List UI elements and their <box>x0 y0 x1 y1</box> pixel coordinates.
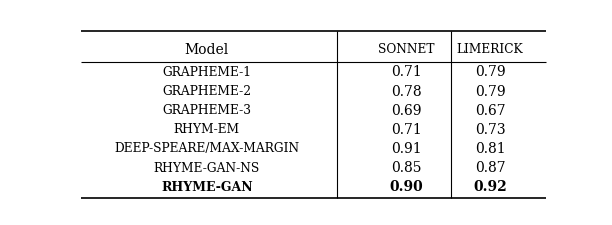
Text: 0.67: 0.67 <box>475 103 506 117</box>
Text: GRAPHEME-1: GRAPHEME-1 <box>162 65 252 79</box>
Text: 0.78: 0.78 <box>391 84 422 98</box>
Text: 0.92: 0.92 <box>473 179 507 193</box>
Text: 0.87: 0.87 <box>475 160 506 174</box>
Text: 0.81: 0.81 <box>475 141 506 155</box>
Text: 0.91: 0.91 <box>391 141 422 155</box>
Text: 0.69: 0.69 <box>391 103 422 117</box>
Text: GRAPHEME-3: GRAPHEME-3 <box>162 104 252 117</box>
Text: RHYM-EM: RHYM-EM <box>174 123 240 136</box>
Text: 0.85: 0.85 <box>391 160 422 174</box>
Text: DEEP-SPEARE/MAX-MARGIN: DEEP-SPEARE/MAX-MARGIN <box>114 142 299 155</box>
Text: GRAPHEME-2: GRAPHEME-2 <box>162 85 252 98</box>
Text: 0.71: 0.71 <box>391 65 422 79</box>
Text: 0.90: 0.90 <box>389 179 423 193</box>
Text: 0.79: 0.79 <box>475 84 506 98</box>
Text: LIMERICK: LIMERICK <box>457 43 523 56</box>
Text: RHYME-GAN: RHYME-GAN <box>161 180 253 193</box>
Text: Model: Model <box>185 43 229 56</box>
Text: RHYME-GAN-NS: RHYME-GAN-NS <box>154 161 260 174</box>
Text: 0.73: 0.73 <box>475 122 506 136</box>
Text: 0.79: 0.79 <box>475 65 506 79</box>
Text: SONNET: SONNET <box>378 43 435 56</box>
Text: 0.71: 0.71 <box>391 122 422 136</box>
